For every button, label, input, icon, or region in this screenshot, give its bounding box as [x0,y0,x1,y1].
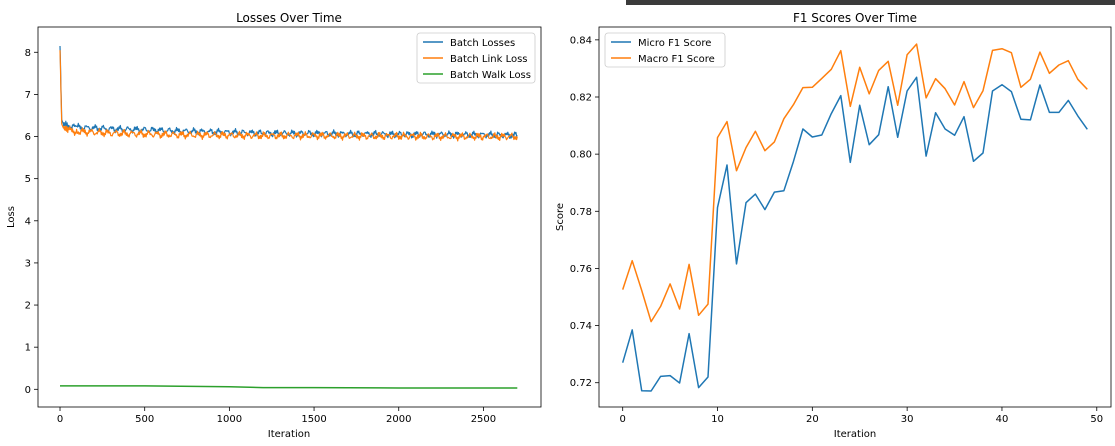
y-tick-label: 0.84 [570,35,592,46]
x-tick-label: 40 [996,414,1009,425]
x-axis-label: Iteration [268,429,310,440]
y-tick-label: 0.72 [570,378,592,389]
y-tick-label: 2 [25,301,31,312]
series-line-macro-f1-score [621,43,1088,323]
x-axis-label: Iteration [834,429,876,440]
top-bar [626,0,1115,5]
x-tick-label: 1000 [217,414,242,425]
legend-label-micro-f1: Micro F1 Score [638,38,711,49]
y-tick-label: 8 [25,48,31,59]
legend: Micro F1 Score Macro F1 Score [604,32,726,68]
y-tick-label: 3 [25,258,31,269]
x-tick-label: 1500 [301,414,326,425]
legend-label-batch-losses: Batch Losses [450,38,515,49]
x-tick-label: 500 [135,414,154,425]
legend-box [416,32,536,84]
y-tick-label: 0.78 [570,207,592,218]
x-tick-label: 20 [806,414,819,425]
x-tick-label: 10 [711,414,724,425]
y-tick-label: 7 [25,90,31,101]
x-tick-label: 50 [1090,414,1103,425]
plot-frame [37,26,542,408]
legend-box [604,32,726,68]
tick-layer: 0 500 1000 1500 2000 2500 0 1 2 3 4 5 6 7 8 [25,48,497,425]
tick-layer: 0 10 20 30 40 50 0.72 0.74 0.76 0.78 0.80 0.82 0.84 [570,35,1103,425]
y-tick-label: 0.82 [570,93,592,104]
chart-f1-scores: F1 Scores Over Time 0 10 20 30 40 500.720.740… [555,11,1112,440]
x-tick-label: 30 [901,414,914,425]
series-line-batch-walk-loss [60,385,518,389]
y-tick-label: 0.76 [570,264,592,275]
y-axis-label: Score [555,203,566,231]
legend-label-batch-link-loss: Batch Link Loss [450,54,528,65]
x-tick-label: 0 [57,414,63,425]
legend-label-batch-walk-loss: Batch Walk Loss [450,70,531,81]
chart-losses: Losses Over Time 0 500 1000 1500 2000 2500 0 1 2… [6,11,542,440]
y-axis-label: Loss [6,206,17,228]
series-line-batch-link-loss [59,50,518,142]
y-tick-label: 0.80 [570,150,592,161]
chart-title: F1 Scores Over Time [793,11,917,25]
series-line-micro-f1-score [621,76,1088,392]
y-tick-label: 1 [25,343,31,354]
chart-title: Losses Over Time [236,11,342,25]
x-tick-label: 0 [620,414,626,425]
y-tick-label: 0.74 [570,321,592,332]
legend: Batch Losses Batch Link Loss Batch Walk … [416,32,536,84]
y-tick-label: 0 [25,385,31,396]
y-tick-label: 4 [25,216,31,227]
y-tick-label: 6 [25,132,31,143]
plot-frame [598,26,1112,408]
legend-label-macro-f1: Macro F1 Score [638,54,715,65]
x-tick-label: 2000 [386,414,411,425]
series-layer [59,45,518,389]
y-tick-label: 5 [25,174,31,185]
series-layer [621,43,1088,392]
series-line-batch-losses [59,45,518,139]
x-tick-label: 2500 [471,414,496,425]
